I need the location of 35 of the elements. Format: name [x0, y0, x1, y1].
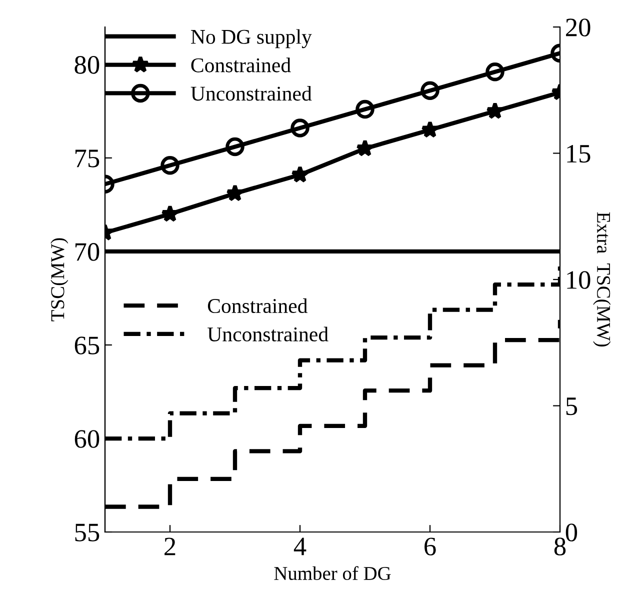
y-tick-label: 75: [75, 150, 100, 168]
legend-label: Unconstrained: [190, 86, 312, 101]
legend-label: Constrained: [208, 298, 308, 314]
point: [161, 204, 179, 222]
x-tick-label: 6: [424, 538, 436, 556]
legend-label: Unconstrained: [208, 326, 328, 342]
point: [226, 184, 244, 202]
point: [291, 165, 309, 183]
point: [160, 156, 180, 175]
y2-tick-label: 20: [566, 18, 590, 36]
y2-tick-label: 0: [566, 524, 578, 542]
y2-tick-label: 10: [567, 271, 590, 289]
point: [356, 139, 374, 156]
x-tick-label: 2: [164, 538, 176, 556]
y-axis-title: TSC(MW): [50, 238, 68, 322]
y-tick-label: 80: [74, 56, 100, 74]
x-tick-label: 8: [554, 538, 566, 556]
y-tick-label: 70: [75, 243, 100, 261]
legend-label: Constrained: [191, 58, 291, 72]
y2-axis-title: Extra TSC(MW): [593, 212, 611, 347]
point: [290, 118, 310, 138]
x-axis-title: Number of DG: [274, 566, 391, 580]
y-tick-label: 60: [74, 430, 100, 448]
y-tick-label: 55: [75, 524, 100, 542]
y2-tick-label: 5: [566, 398, 578, 416]
point: [486, 102, 504, 120]
legend-label: No DG supply: [191, 29, 312, 48]
point: [486, 62, 504, 82]
point: [421, 120, 439, 138]
point: [226, 137, 244, 156]
point: [356, 100, 374, 119]
y-tick-label: 65: [74, 336, 100, 354]
y2-tick-label: 15: [567, 144, 590, 163]
x-tick-label: 4: [294, 538, 306, 556]
point: [420, 81, 440, 100]
